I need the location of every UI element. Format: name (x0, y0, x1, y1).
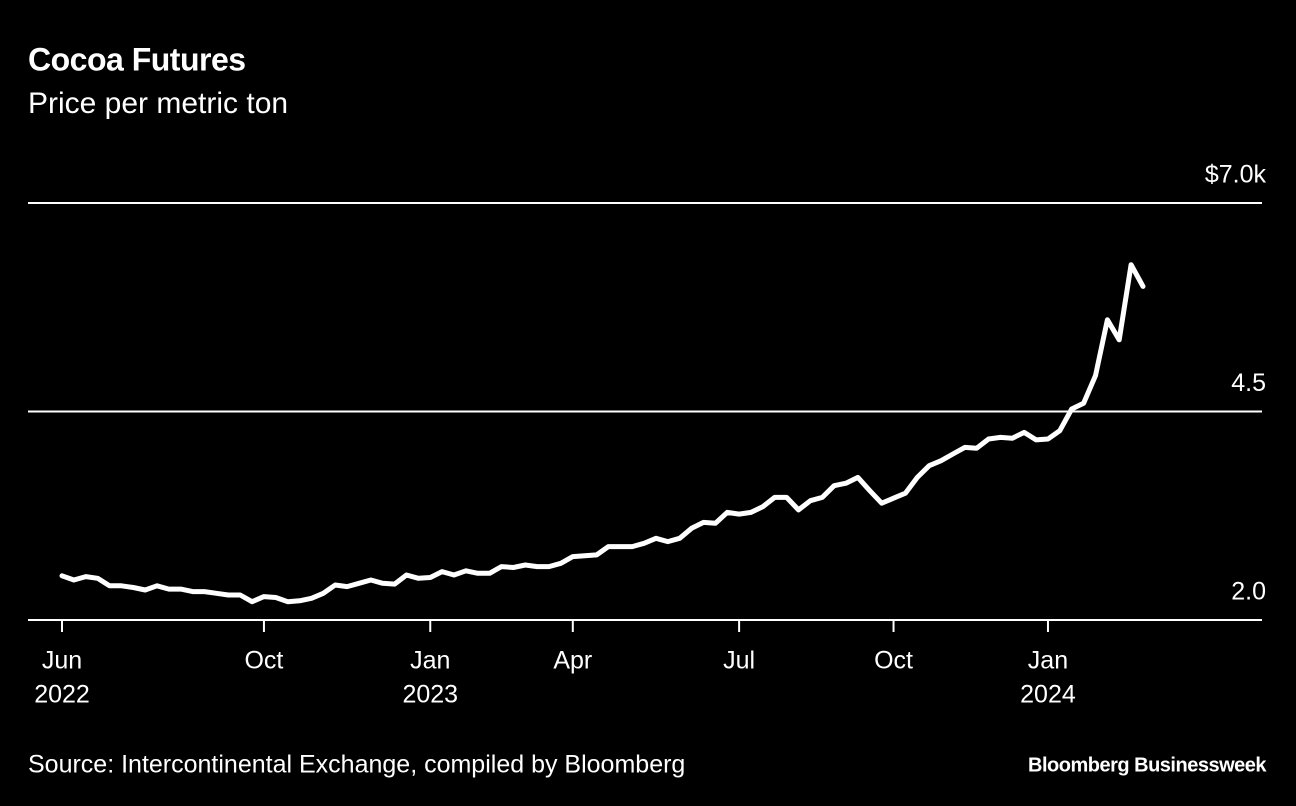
x-tick-label: Jun (42, 647, 82, 675)
x-tick-label: Jan (410, 647, 450, 675)
x-tick-label: Jul (723, 647, 755, 675)
y-tick-label: 4.5 (1231, 369, 1266, 397)
x-tick-label: Oct (874, 647, 913, 675)
price-line (59, 262, 1146, 605)
x-tick-year: 2024 (1020, 681, 1076, 709)
brand: Bloomberg Businessweek (1028, 754, 1267, 776)
x-tick-label: Jan (1028, 647, 1068, 675)
chart-title: Cocoa Futures (28, 41, 246, 77)
x-tick-year: 2022 (34, 681, 90, 709)
y-tick-label: $7.0k (1205, 161, 1267, 189)
source-note: Source: Intercontinental Exchange, compi… (28, 751, 685, 779)
y-tick-label: 2.0 (1231, 578, 1266, 606)
x-tick-label: Apr (553, 647, 592, 675)
x-tick-year: 2023 (402, 681, 458, 709)
x-tick-label: Oct (244, 647, 283, 675)
chart-subtitle: Price per metric ton (28, 87, 288, 120)
